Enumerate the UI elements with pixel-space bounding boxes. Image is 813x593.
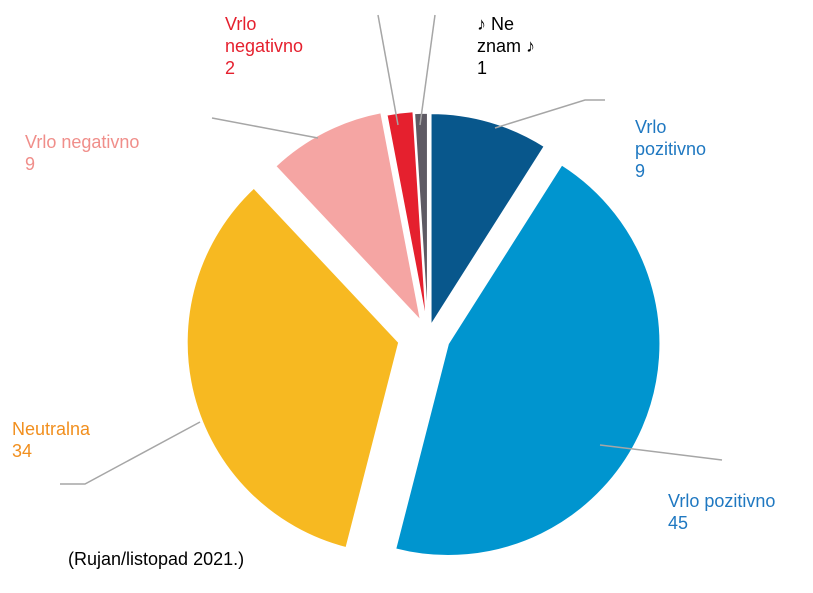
pie-slice bbox=[274, 111, 422, 324]
slice-label: Vrlo pozitivno 9 bbox=[635, 116, 715, 182]
slice-label: Vrlo pozitivno 45 bbox=[668, 490, 813, 534]
category-label: Vrlo negativno bbox=[225, 14, 304, 56]
category-label: Neutralna bbox=[12, 419, 91, 439]
category-label: Vrlo pozitivno bbox=[635, 117, 707, 159]
value-label: 2 bbox=[225, 58, 236, 78]
category-label: ♪ Ne znam ♪ bbox=[477, 14, 536, 56]
category-label: Vrlo negativno bbox=[25, 132, 140, 152]
value-label: 45 bbox=[668, 513, 689, 533]
pie-slice bbox=[394, 163, 661, 557]
leader-line bbox=[419, 14, 436, 126]
slice-label: ♪ Ne znam ♪ 1 bbox=[477, 13, 547, 79]
leader-line bbox=[377, 14, 399, 126]
leader-line bbox=[599, 444, 723, 461]
leader-line bbox=[60, 421, 201, 485]
pie-slice bbox=[430, 112, 546, 328]
leader-line bbox=[211, 117, 319, 139]
value-label: 1 bbox=[477, 58, 488, 78]
category-label: Vrlo pozitivno bbox=[668, 491, 776, 511]
value-label: 34 bbox=[12, 441, 33, 461]
slice-label: Neutralna 34 bbox=[12, 418, 98, 462]
value-label: 9 bbox=[635, 161, 646, 181]
pie-slice bbox=[186, 186, 400, 549]
slice-label: Vrlo negativno 9 bbox=[25, 131, 215, 175]
leader-line bbox=[494, 99, 605, 129]
note: (Rujan/listopad 2021.) bbox=[68, 549, 245, 569]
value-label: 9 bbox=[25, 154, 36, 174]
pie-slice bbox=[385, 110, 428, 324]
slice-label: Vrlo negativno 2 bbox=[225, 13, 315, 79]
